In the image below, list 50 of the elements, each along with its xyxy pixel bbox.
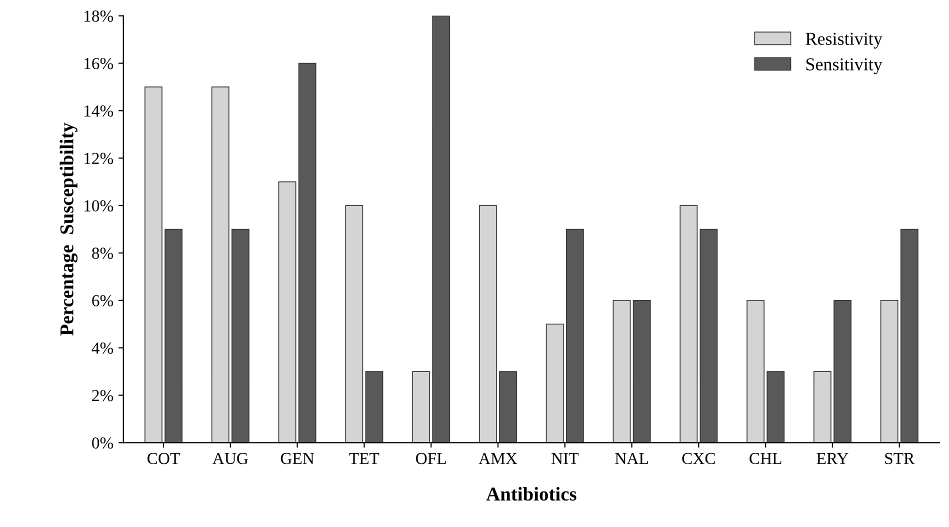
y-tick-label: 2% bbox=[92, 390, 114, 402]
x-tick-label: AUG bbox=[212, 452, 248, 464]
bar bbox=[412, 371, 430, 443]
bar bbox=[231, 228, 250, 443]
y-tick-label: 0% bbox=[92, 437, 114, 449]
bar bbox=[345, 205, 364, 443]
bar bbox=[164, 228, 182, 443]
x-tick-label: NIT bbox=[551, 453, 578, 464]
bar bbox=[278, 181, 296, 443]
bar bbox=[746, 300, 764, 443]
y-axis-title: Percentage Susceptibility bbox=[60, 122, 78, 336]
x-tick-label: CHL bbox=[750, 452, 782, 464]
y-tick-label: 8% bbox=[92, 248, 114, 259]
bar bbox=[432, 16, 450, 443]
bar bbox=[499, 371, 517, 443]
y-tick-label: 10% bbox=[84, 200, 114, 212]
x-tick-label: ERY bbox=[816, 453, 848, 464]
y-tick-label: 18% bbox=[84, 10, 114, 22]
bar bbox=[298, 62, 316, 443]
x-tick-label: OFL bbox=[416, 452, 446, 464]
y-tick-label: 4% bbox=[92, 342, 114, 354]
y-tick-label: 12% bbox=[84, 152, 114, 164]
bar bbox=[766, 371, 785, 443]
bar bbox=[566, 228, 584, 443]
bar bbox=[834, 300, 852, 443]
bar bbox=[880, 300, 898, 443]
y-tick-label: 14% bbox=[84, 105, 114, 117]
bar bbox=[479, 205, 497, 443]
bar bbox=[700, 228, 718, 443]
bar bbox=[365, 371, 384, 443]
x-tick-label: CXC bbox=[682, 452, 715, 464]
y-tick-label: 16% bbox=[84, 58, 114, 70]
bar bbox=[612, 300, 631, 443]
x-tick-label: STR bbox=[885, 452, 915, 464]
y-tick-label: 6% bbox=[92, 295, 114, 306]
legend-label: Sensitivity bbox=[806, 58, 882, 74]
x-tick-label: TET bbox=[349, 453, 380, 464]
bar bbox=[144, 86, 162, 443]
x-tick-label: NAL bbox=[615, 452, 648, 464]
bar bbox=[546, 324, 564, 443]
bar bbox=[211, 86, 230, 443]
x-axis-title: Antibiotics bbox=[486, 486, 576, 501]
x-tick-label: COT bbox=[148, 452, 180, 464]
bar bbox=[900, 228, 918, 443]
bar bbox=[632, 300, 651, 443]
x-tick-label: AMX bbox=[478, 452, 518, 464]
bar bbox=[680, 205, 698, 443]
bar bbox=[813, 371, 832, 443]
x-tick-label: GEN bbox=[280, 452, 314, 464]
legend-label: Resistivity bbox=[806, 32, 882, 49]
